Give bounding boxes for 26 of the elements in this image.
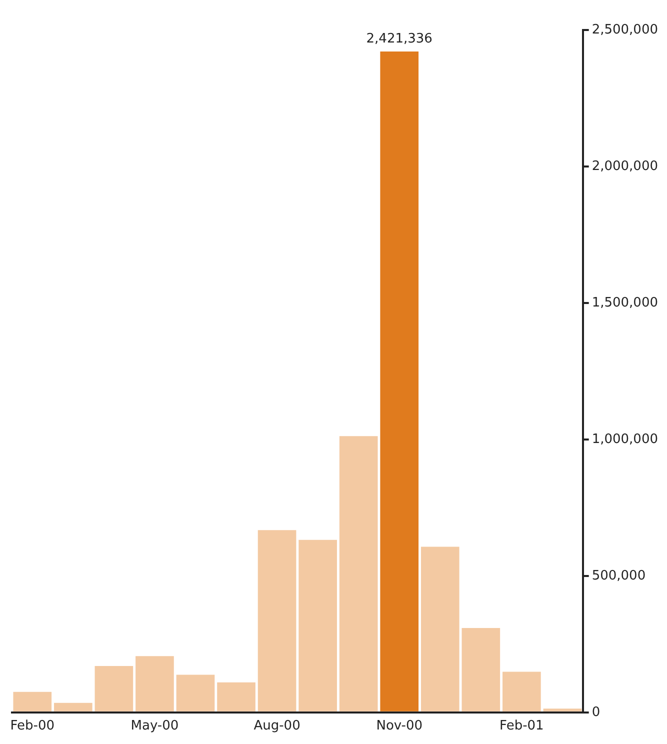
x-tick-label: Feb-01	[500, 718, 544, 734]
bar	[543, 708, 582, 712]
bar	[462, 628, 500, 712]
x-tick-label: Aug-00	[254, 718, 300, 734]
bar	[176, 674, 215, 712]
bar	[94, 666, 134, 712]
bar	[502, 672, 541, 712]
bar	[298, 540, 337, 712]
y-tick-label: 500,000	[592, 568, 646, 584]
bar	[136, 656, 174, 712]
bar	[13, 692, 52, 712]
x-tick-label: Feb-00	[10, 718, 55, 734]
y-tick-label: 0	[592, 704, 600, 720]
y-tick-label: 1,500,000	[592, 295, 658, 310]
bar	[380, 51, 419, 712]
bar	[339, 436, 378, 712]
bar	[420, 546, 460, 712]
bar	[258, 530, 296, 712]
data-label: 2,421,336	[366, 31, 432, 46]
bar	[217, 682, 256, 712]
bar	[54, 702, 92, 712]
y-tick-label: 2,000,000	[592, 158, 658, 174]
x-tick-label: May-00	[130, 718, 179, 734]
y-tick-label: 1,000,000	[592, 432, 658, 447]
y-tick-label: 2,500,000	[592, 22, 658, 38]
x-tick-label: Nov-00	[376, 718, 422, 734]
